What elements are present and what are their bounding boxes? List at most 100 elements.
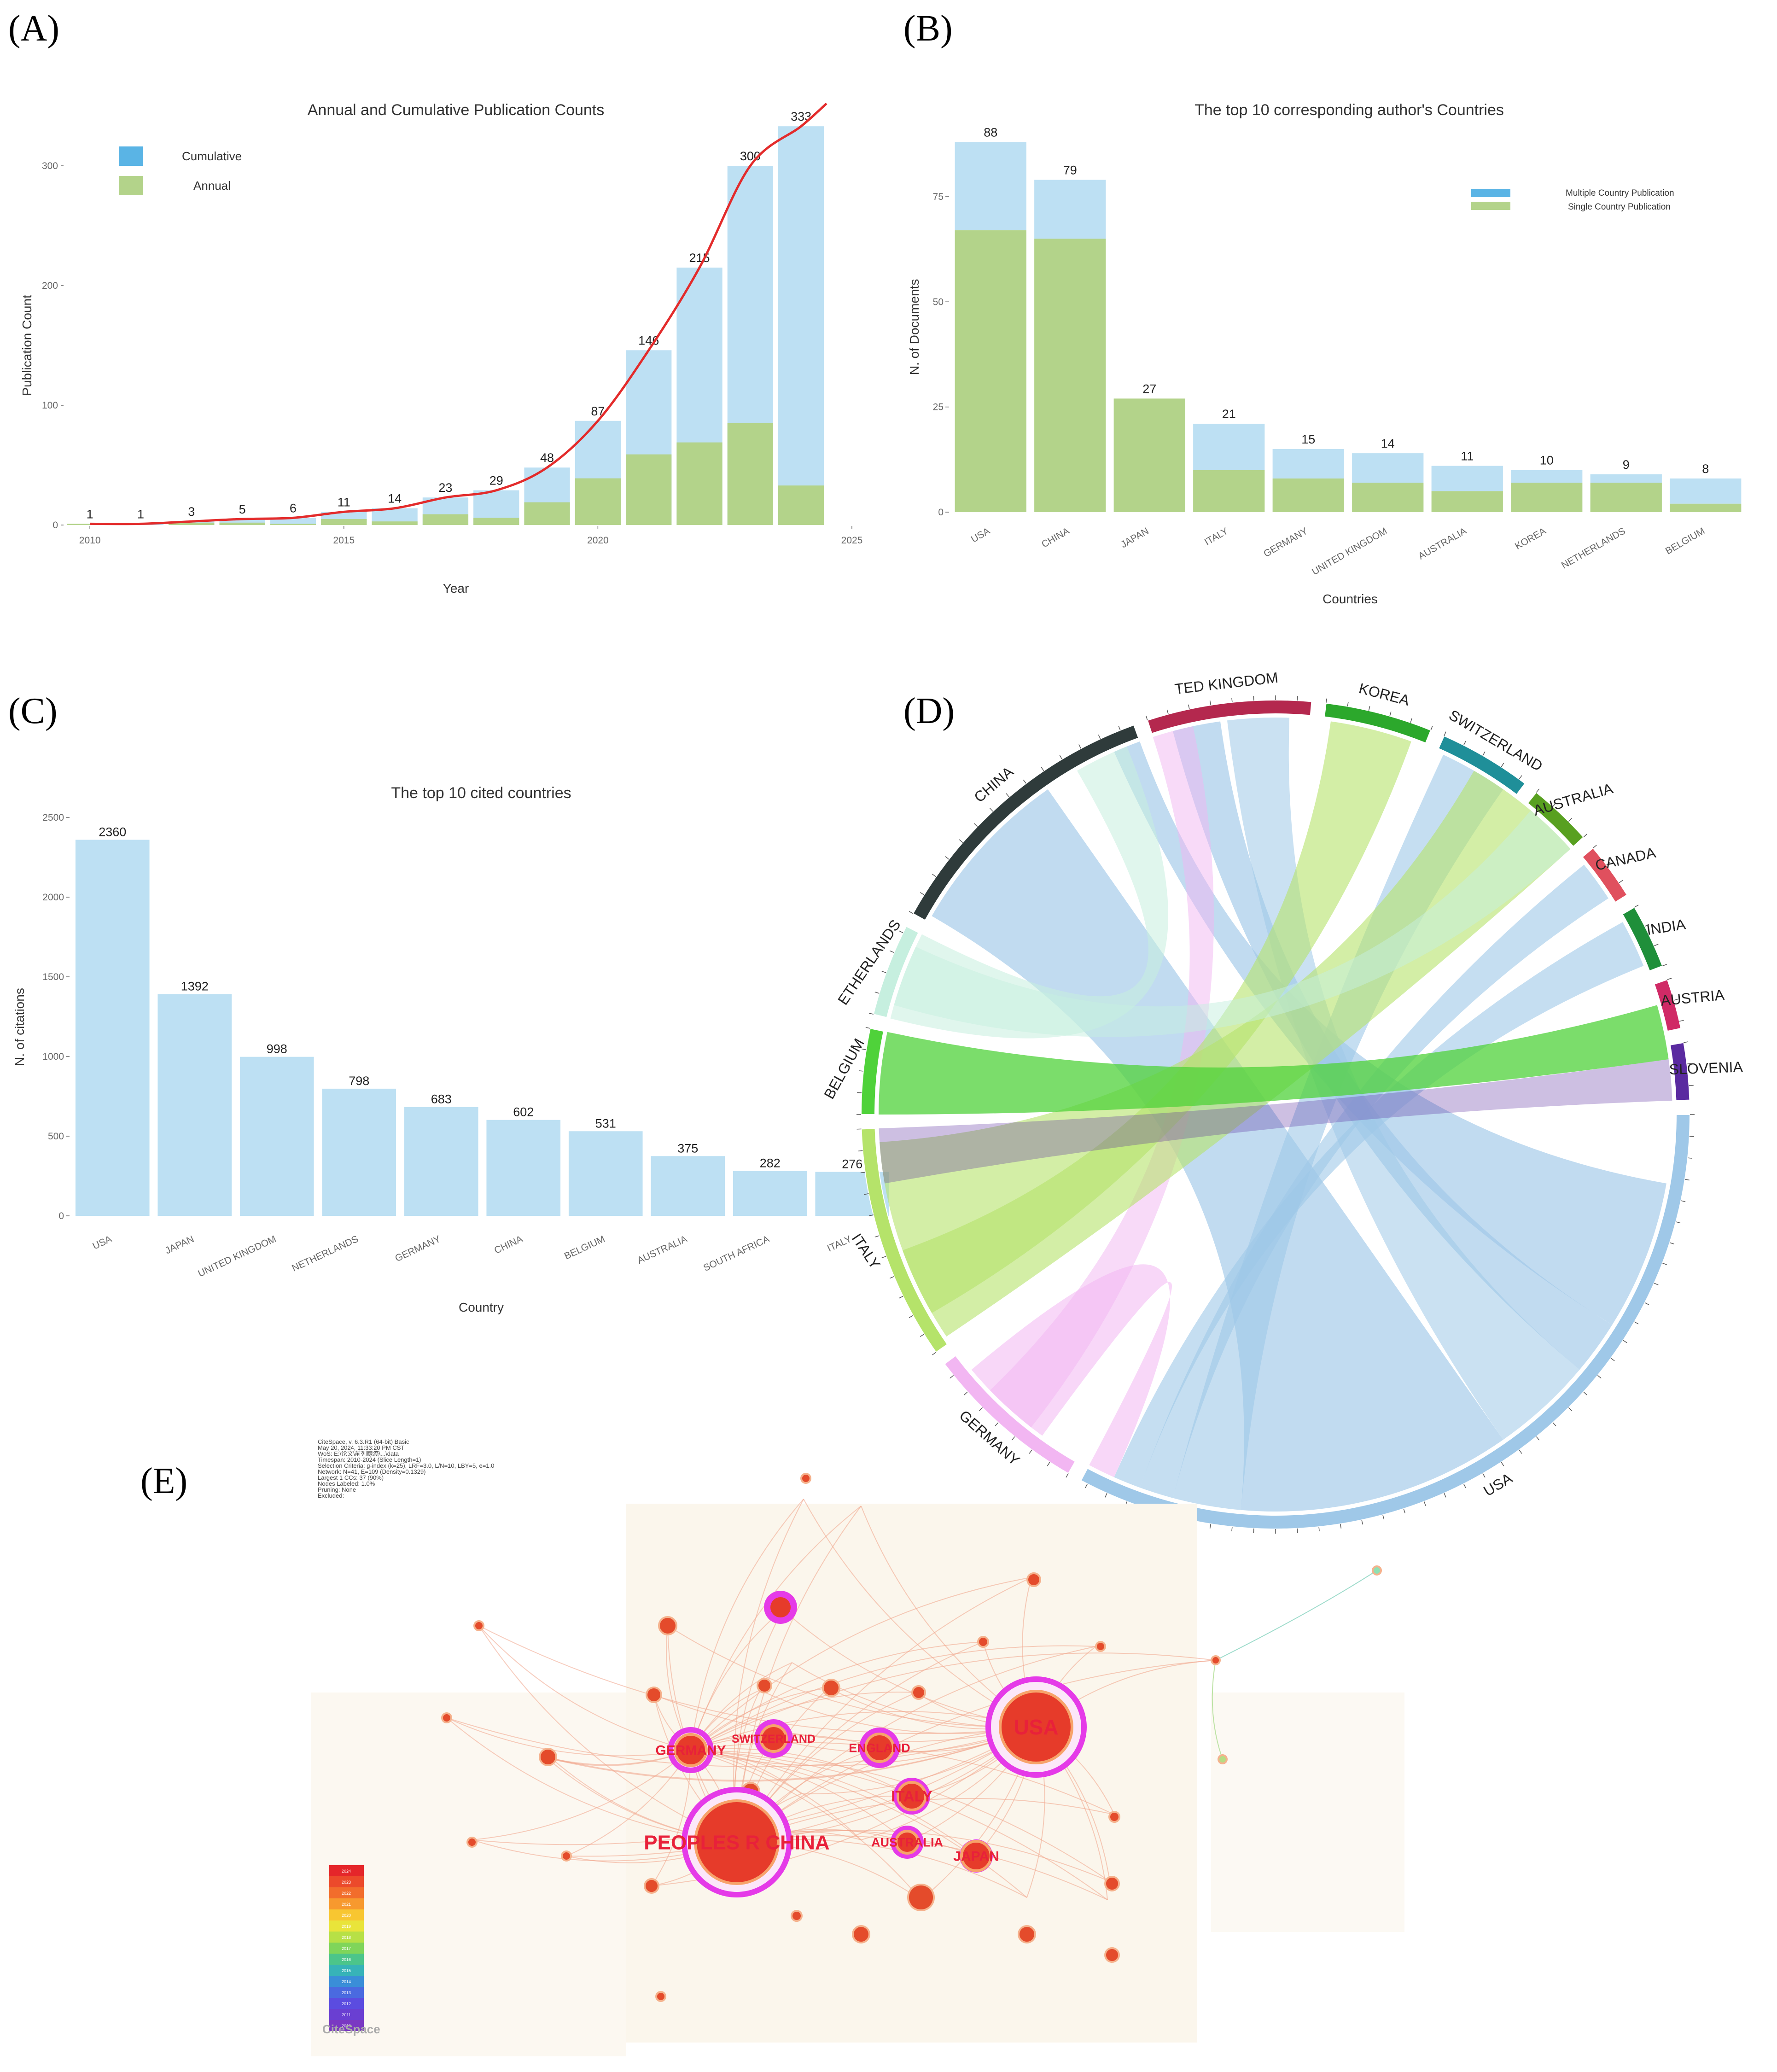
chord-tick (1023, 779, 1026, 784)
bar-annual (524, 502, 570, 525)
y-tick-label: 0 (938, 507, 944, 518)
x-tick-label: GERMANY (393, 1234, 442, 1264)
panel-a: (A) Annual and Cumulative Publication Co… (8, 8, 862, 595)
info-line: May 20, 2024, 11:33:20 PM CST (318, 1444, 404, 1451)
chord-tick (964, 1391, 968, 1395)
panel-label-c: (C) (8, 691, 58, 731)
network-edge (472, 1750, 691, 1840)
x-tick-label: UNITED KINGDOM (197, 1234, 278, 1279)
x-tick-label: JAPAN (1119, 525, 1151, 550)
chart-b-ylabel: N. of Documents (907, 279, 921, 375)
network-background-right (1211, 1693, 1404, 1932)
chord-tick (1681, 1200, 1686, 1202)
data-label: 276 (842, 1157, 862, 1171)
network-edge (690, 1645, 1096, 1751)
chord-tick (1644, 924, 1649, 927)
chord-tick (1583, 834, 1587, 838)
chord-tick (1340, 1523, 1342, 1529)
network-node-label: JAPAN (953, 1849, 999, 1864)
network-node-core (770, 1597, 791, 1617)
chord-tick (1634, 905, 1639, 908)
chord-tick (1423, 1501, 1426, 1506)
chord-tick (1444, 1493, 1446, 1498)
info-line: Network: N=41, E=109 (Density=0.1329) (318, 1468, 426, 1475)
chord-tick (1078, 744, 1082, 749)
data-label: 23 (438, 481, 452, 495)
legend-label-multiple: Multiple Country Publication (1566, 188, 1674, 198)
network-node (852, 1925, 870, 1944)
bar-multiple-country (1193, 424, 1265, 470)
legend-color-swatch (329, 1954, 364, 1965)
chord-tick (1654, 1283, 1659, 1285)
legend-label-annual: Annual (193, 179, 231, 193)
network-node (911, 1685, 926, 1700)
trend-line (90, 102, 827, 525)
network-node (561, 1850, 572, 1862)
network-node-label: PEOPLES R CHINA (644, 1831, 829, 1854)
network-node (1104, 1947, 1120, 1963)
y-tick-label: 200 (42, 280, 58, 291)
data-label: 15 (1301, 432, 1315, 446)
bar-single-country (1590, 483, 1662, 512)
bar-citations (486, 1120, 561, 1216)
chord-sector-germany (944, 1355, 1076, 1474)
chord-tick (898, 1296, 903, 1299)
chord-sector-slovenia (1669, 1042, 1690, 1101)
chord-tick (1662, 1262, 1667, 1265)
network-edge (667, 1625, 1037, 1728)
chord-tick (1297, 1528, 1298, 1533)
network-edge (446, 1717, 691, 1757)
chord-ribbon (1172, 721, 1613, 1370)
network-node-label: GERMANY (655, 1743, 726, 1758)
chord-label: ITALY (848, 1231, 883, 1272)
panel-label-e: (E) (140, 1461, 187, 1501)
network-edge (690, 1750, 977, 1856)
x-tick-label: KOREA (1513, 525, 1548, 552)
network-node (1095, 1641, 1106, 1652)
y-tick-label: 1500 (42, 972, 64, 982)
data-label: 3 (188, 505, 195, 519)
legend-color-swatch (329, 1943, 364, 1954)
chord-tick (1687, 1063, 1692, 1065)
network-edge (1215, 1570, 1377, 1661)
network-edge (736, 1835, 1108, 1900)
info-line: Excluded: (318, 1492, 344, 1499)
chart-c-plot: 0 500 1000 1500 2000 2500 2360 USA 1392 JAPAN 998 U… (42, 812, 890, 1279)
x-tick-label: GERMANY (1262, 525, 1309, 559)
chord-ribbon (1114, 741, 1666, 1325)
network-edge (478, 1625, 691, 1751)
network-node (644, 1878, 659, 1894)
y-tick-label: 25 (933, 402, 944, 413)
network-node-core (999, 1690, 1073, 1764)
chart-b-legend: Multiple Country Publication Single Coun… (1471, 188, 1674, 212)
chord-tick (1325, 698, 1327, 703)
chord-ribbon (1114, 922, 1644, 1488)
network-node-core (895, 1830, 920, 1855)
bar-annual (575, 478, 621, 525)
chord-tick (1463, 741, 1466, 746)
chord-tick (1410, 718, 1412, 723)
panel-label-b: (B) (903, 8, 953, 49)
chord-tick (1382, 1515, 1385, 1520)
chord-tick (1536, 1436, 1540, 1441)
legend-label-cumulative: Cumulative (182, 149, 242, 163)
legend-swatch-cumulative (119, 146, 143, 166)
data-label: 5 (239, 502, 246, 516)
citespace-watermark: CiteSpace (322, 2022, 380, 2036)
chord-label: TED KINGDOM (1174, 669, 1279, 697)
y-tick-label: 2000 (42, 892, 64, 903)
data-label: 1392 (181, 979, 209, 993)
network-edge (690, 1499, 804, 1751)
network-node (539, 1748, 557, 1766)
chord-tick (1679, 1020, 1684, 1022)
legend-year-label: 2021 (342, 1902, 351, 1907)
panel-e: (E) CiteSpace, v. 6.3.R1 (64-bit) BasicM… (140, 1438, 1404, 2056)
network-node (977, 1636, 989, 1648)
chord-tick (1568, 818, 1572, 822)
panel-b: (B) The top 10 corresponding author's Co… (903, 8, 1742, 606)
chord-tick (1676, 1221, 1681, 1224)
chord-sector-usa (1080, 1114, 1691, 1529)
chord-ribbon (932, 789, 1503, 1512)
